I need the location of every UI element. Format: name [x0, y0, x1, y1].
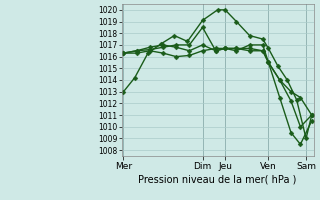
X-axis label: Pression niveau de la mer( hPa ): Pression niveau de la mer( hPa ) [139, 175, 297, 185]
